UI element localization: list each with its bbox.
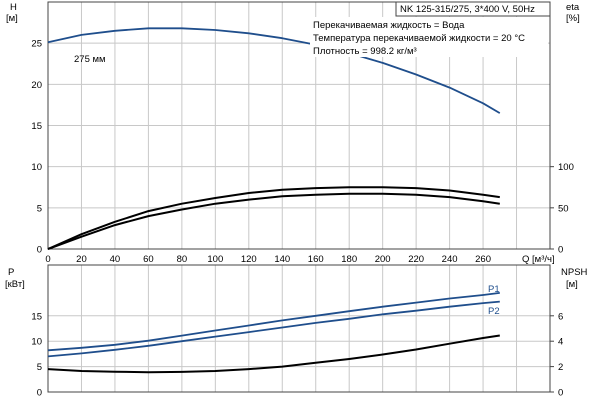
y-right-tick-label: 6 xyxy=(558,311,563,322)
top-plot-frame xyxy=(47,1,551,250)
x-tick-label: 200 xyxy=(375,254,391,265)
y-left-tick-label: 10 xyxy=(31,162,42,173)
q-axis-label: Q [м³/ч] xyxy=(522,254,555,265)
y-right-tick-label: 4 xyxy=(558,337,563,348)
bottom-panel-ticks: 0 5 10 15 0 2 4 6 xyxy=(31,311,563,398)
x-tick-label: 160 xyxy=(308,254,324,265)
p-axis-unit: [кВт] xyxy=(5,279,25,290)
x-tick-label: 180 xyxy=(341,254,357,265)
y-left-tick-label: 0 xyxy=(37,245,42,256)
curve-top-1 xyxy=(47,192,500,250)
eta-axis-name: eta xyxy=(566,2,580,13)
y-right-tick-label: 0 xyxy=(558,245,563,256)
p1-label: P1 xyxy=(488,284,500,295)
top-panel-ticks: 0 20 40 60 80 100 120 140 160 180 200 220 240 2600510… xyxy=(31,39,573,265)
npsh-axis-name: NPSH xyxy=(561,267,588,278)
x-tick-label: 260 xyxy=(475,254,491,265)
eta-axis-unit: [%] xyxy=(566,13,580,24)
x-tick-label: 100 xyxy=(207,254,223,265)
top-panel-curves xyxy=(47,27,501,250)
x-tick-label: 120 xyxy=(241,254,257,265)
x-tick-label: 0 xyxy=(45,254,50,265)
y-left-tick-label: 5 xyxy=(37,203,42,214)
y-left-tick-label: 5 xyxy=(37,362,42,373)
y-left-tick-label: 0 xyxy=(37,388,42,399)
curve-bottom-2 xyxy=(47,334,500,374)
model-title-box xyxy=(395,1,551,17)
p-axis-name: P xyxy=(8,267,14,278)
npsh-axis-unit: [м] xyxy=(566,279,578,290)
bottom-panel-curves xyxy=(47,292,500,374)
curve-p2 xyxy=(47,300,500,358)
y-right-tick-label: 2 xyxy=(558,362,563,373)
y-right-tick-label: 100 xyxy=(558,162,574,173)
y-right-tick-label: 0 xyxy=(558,388,563,399)
y-left-tick-label: 20 xyxy=(31,80,42,91)
info-line-density: Плотность = 998.2 кг/м³ xyxy=(313,46,417,57)
p2-label: P2 xyxy=(488,306,500,317)
bottom-panel-grid xyxy=(48,265,550,392)
model-title: NK 125-315/275, 3*400 V, 50Hz xyxy=(400,4,535,15)
curve-top-2 xyxy=(47,186,500,250)
curve-275- xyxy=(47,27,501,114)
x-tick-label: 80 xyxy=(177,254,188,265)
x-tick-label: 40 xyxy=(110,254,121,265)
x-tick-label: 240 xyxy=(442,254,458,265)
y-left-tick-label: 10 xyxy=(31,337,42,348)
x-tick-label: 60 xyxy=(143,254,154,265)
y-left-tick-label: 25 xyxy=(31,39,42,50)
y-left-tick-label: 15 xyxy=(31,311,42,322)
h-axis-unit: [м] xyxy=(6,13,18,24)
x-tick-label: 140 xyxy=(274,254,290,265)
h-axis-name: H xyxy=(10,2,17,13)
info-line-temperature: Температура перекачиваемой жидкости = 20… xyxy=(313,33,525,44)
y-left-tick-label: 15 xyxy=(31,121,42,132)
x-tick-label: 20 xyxy=(76,254,87,265)
impeller-diameter-label: 275 мм xyxy=(74,54,106,65)
x-tick-label: 220 xyxy=(408,254,424,265)
bottom-plot-frame xyxy=(47,264,551,393)
y-right-tick-label: 50 xyxy=(558,203,569,214)
info-box-bg xyxy=(310,17,548,57)
curve-p1 xyxy=(47,292,500,352)
info-line-fluid: Перекачиваемая жидкость = Вода xyxy=(313,20,465,31)
